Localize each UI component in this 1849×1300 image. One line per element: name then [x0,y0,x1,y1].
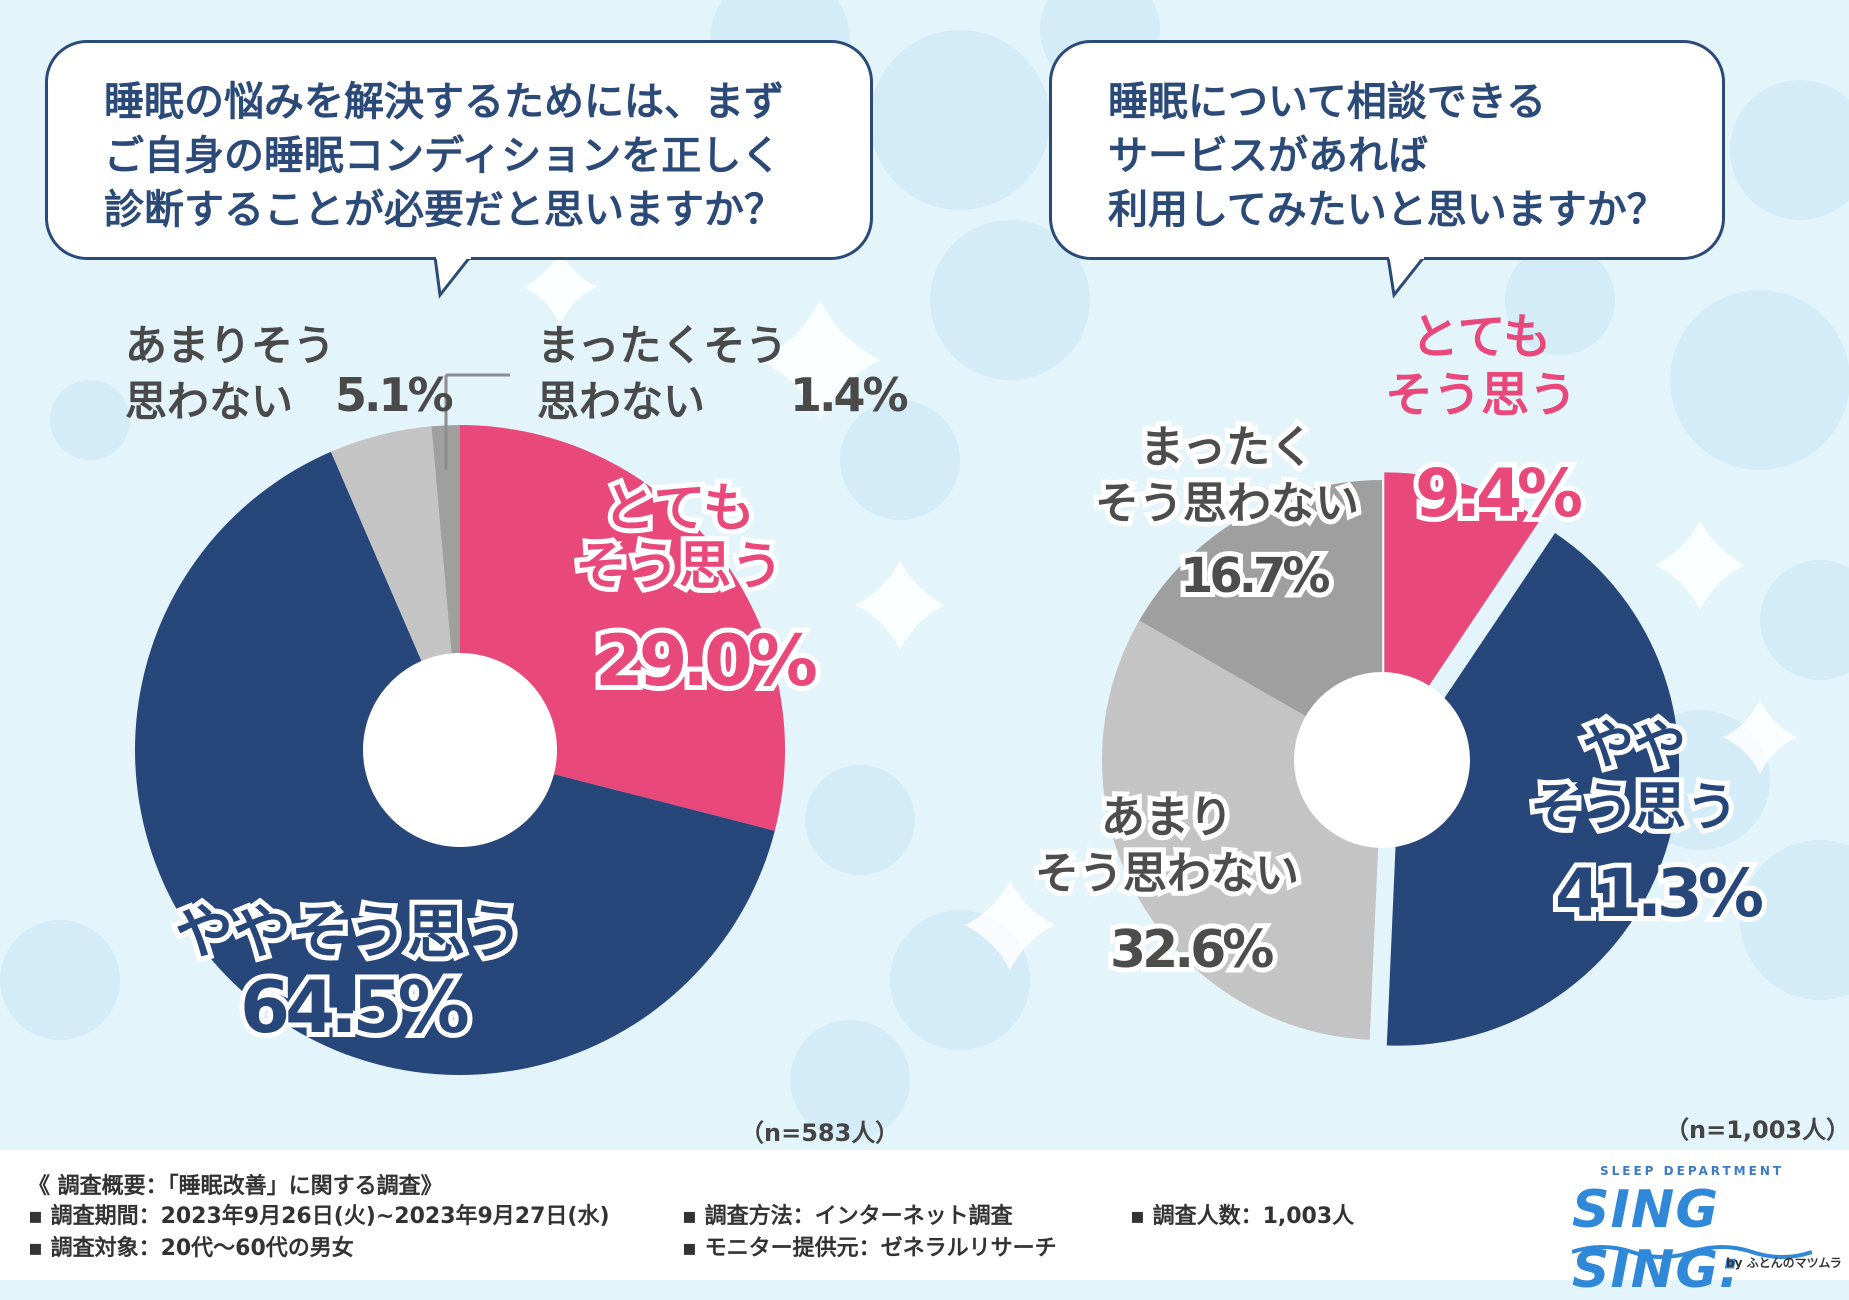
bubble-tail-1 [433,255,472,299]
pie1-center-hole [363,653,557,847]
logo-subtitle: SLEEP DEPARTMENT [1600,1164,1785,1178]
pie1-value-somewhat-disagree: 5.1% [335,368,454,422]
pie2-label-strongly-disagree: まったく そう思わない [1090,417,1364,534]
pie-chart-2 [1102,472,1680,1046]
pie1-sample-size: （n=583人） [740,1119,900,1147]
footer-method: ▪ 調査方法：インターネット調査 [682,1204,1013,1229]
question-1-line-3: 診断することが必要だと思いますか？ [104,187,784,233]
logo-byline: by ふとんのマツムラ [1726,1256,1842,1270]
pie2-label-strongly-agree: とても そう思う [1385,309,1578,423]
pie2-sample-size: （n=1,003人） [1665,1116,1849,1144]
leader-line-somewhat-disagree [379,449,390,486]
pie1-label-somewhat-agree: ややそう思う [170,893,528,971]
logo-wordmark: SING SING: [1572,1180,1741,1300]
pie2-value-strongly-disagree: 16.7% [1175,543,1335,609]
pie1-label-strongly-disagree: まったくそう 思わない [537,321,788,426]
survey-footer: 《 調査概要：「睡眠改善」に関する調査》 ▪ 調査期間：2023年9月26日(火… [0,1150,1849,1300]
question-bubble-2: 睡眠について相談できる サービスがあれば 利用してみたいと思いますか？ [1049,40,1725,260]
bubble-tail-2 [1386,255,1426,299]
pie2-value-somewhat-disagree: 32.6% [1105,915,1279,985]
pie-chart-1 [135,425,786,1075]
question-2-line-3: 利用してみたいと思いますか？ [1108,187,1667,233]
charts-canvas [135,373,1680,1075]
pie2-label-somewhat-agree: やや そう思う [1525,711,1743,843]
pie1-value-strongly-agree: 29.0% [590,615,823,707]
pie1-value-somewhat-agree: 64.5% [235,960,475,1054]
footer-target: ▪ 調査対象：20代～60代の男女 [28,1236,354,1261]
background-pattern [0,0,1849,1140]
pie1-value-strongly-disagree: 1.4% [790,368,909,422]
pie2-value-somewhat-agree: 41.3% [1550,850,1769,937]
question-1-line-1: 睡眠の悩みを解決するためには、まず [104,79,784,125]
question-bubble-1: 睡眠の悩みを解決するためには、まず ご自身の睡眠コンディションを正しく 診断する… [45,40,873,260]
pie1-label-strongly-agree: とても そう思う [570,475,788,601]
pie2-slice-somewhat-agree [1386,533,1680,1046]
footer-period: ▪ 調査期間：2023年9月26日(火)~2023年9月27日(水) [28,1204,610,1229]
question-2-line-2: サービスがあれば [1108,133,1428,179]
pie2-label-somewhat-disagree: あまり そう思わない [1030,787,1304,904]
pie1-label-somewhat-disagree: あまりそう 思わない [125,321,336,426]
pie2-center-hole [1294,672,1470,848]
pie2-slice-strongly-disagree [1139,480,1382,760]
question-2-line-1: 睡眠について相談できる [1108,79,1546,125]
footer-count: ▪ 調査人数：1,003人 [1130,1204,1355,1229]
pie2-value-strongly-agree: 9.4% [1410,450,1588,537]
footer-provider: ▪ モニター提供元：ゼネラルリサーチ [682,1236,1057,1261]
logo-wave-icon [1572,1245,1812,1259]
footer-heading: 《 調査概要：「睡眠改善」に関する調査》 [28,1174,443,1199]
question-1-line-2: ご自身の睡眠コンディションを正しく [104,133,782,179]
